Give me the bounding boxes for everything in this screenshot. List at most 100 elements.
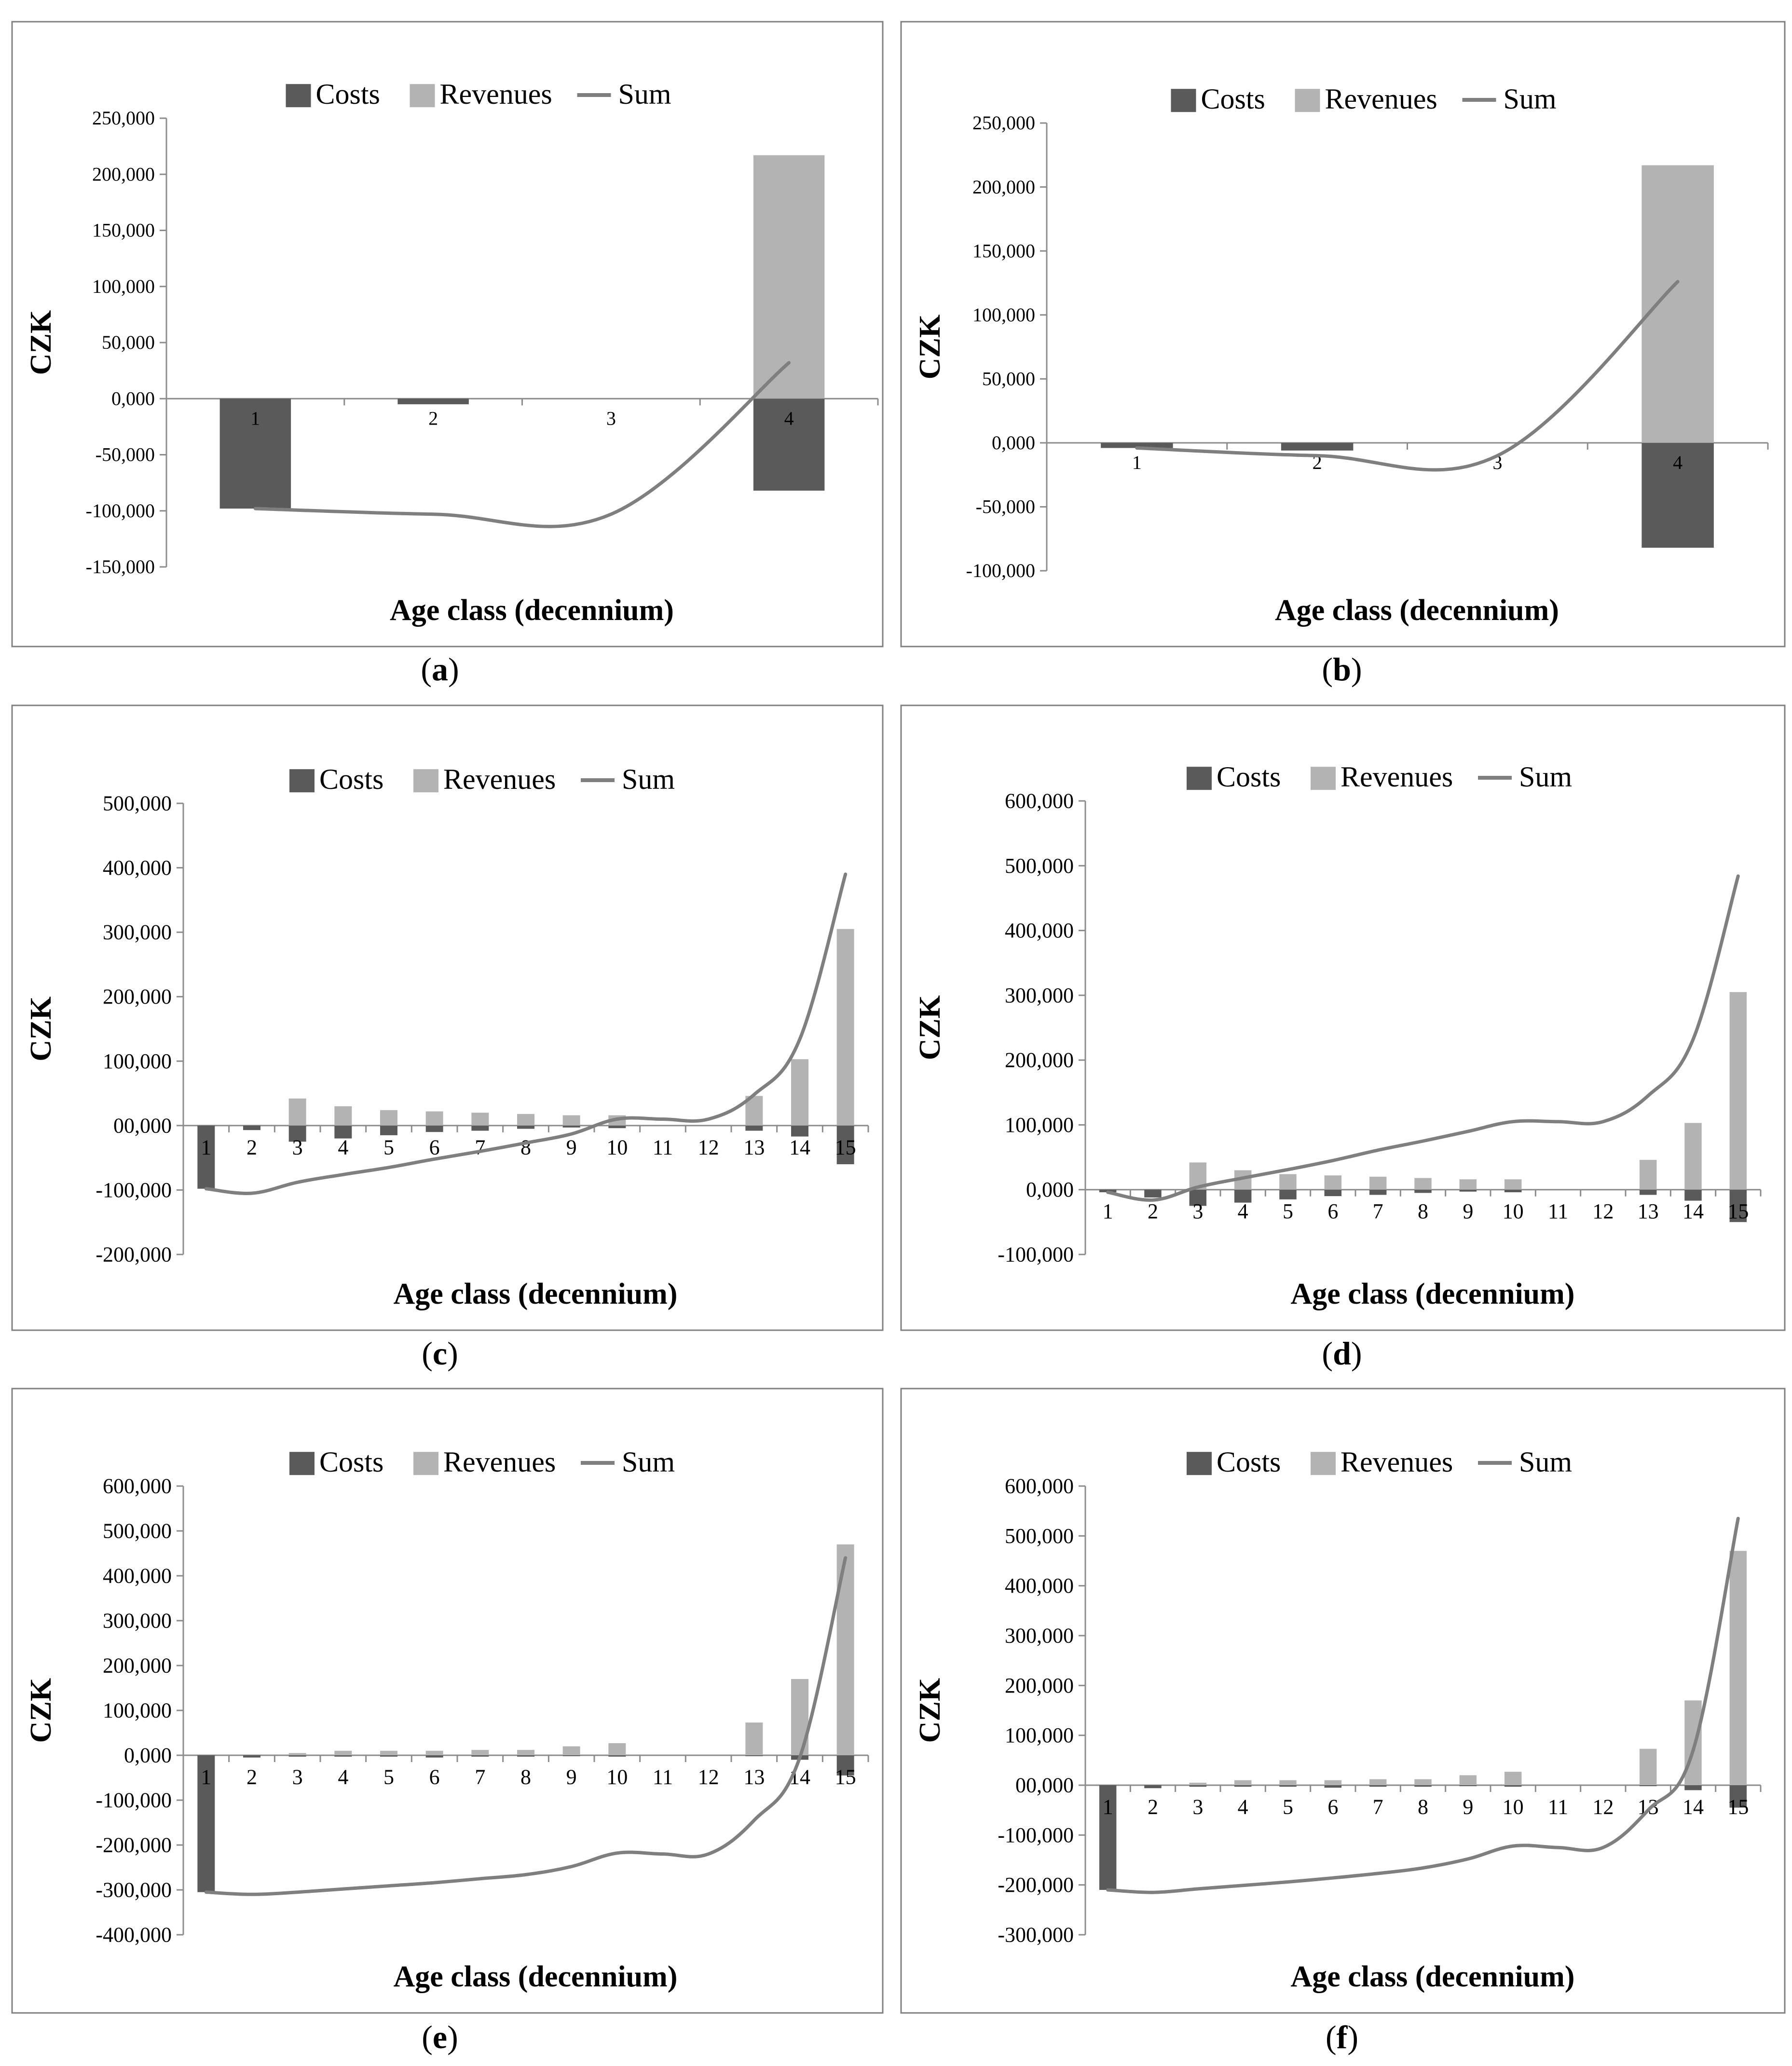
x-tick-label: 9: [1463, 1199, 1473, 1223]
sum-line: [204, 872, 848, 1195]
y-tick-label: 200,000: [103, 1654, 172, 1678]
cost-bar: [517, 1755, 534, 1757]
revenue-bar: [562, 1746, 580, 1755]
x-tick-label: 5: [383, 1765, 394, 1789]
legend-label: Sum: [622, 763, 675, 795]
x-tick-label: 9: [566, 1765, 577, 1789]
cost-bar: [1234, 1189, 1252, 1203]
y-tick-label: 300,000: [103, 1609, 172, 1633]
legend-swatch-revenues: [410, 84, 435, 108]
cost-bar: [1281, 442, 1354, 451]
revenue-bar: [380, 1110, 397, 1126]
revenue-bar: [1459, 1179, 1477, 1190]
cost-bar: [471, 1125, 489, 1131]
y-tick-label: 0,000: [992, 432, 1035, 454]
cost-bar: [1369, 1189, 1387, 1195]
cost-bar: [517, 1125, 534, 1129]
x-tick-label: 13: [1638, 1199, 1659, 1223]
y-tick-label: -400,000: [96, 1923, 172, 1947]
revenue-bar: [288, 1753, 306, 1755]
y-tick-label: 500,000: [103, 1519, 172, 1543]
legend-label: Sum: [1519, 761, 1572, 793]
legend-swatch-revenues: [1311, 1452, 1336, 1475]
y-tick-label: 400,000: [103, 1564, 172, 1588]
cost-bar: [1642, 442, 1714, 548]
cost-bar: [1101, 442, 1173, 448]
revenue-bar: [1279, 1174, 1297, 1190]
y-tick-label: 250,000: [972, 112, 1035, 134]
revenue-bar: [1684, 1123, 1702, 1190]
y-tick-label: -100,000: [966, 560, 1035, 581]
revenue-bar: [1459, 1775, 1477, 1785]
x-tick-label: 1: [1103, 1795, 1113, 1818]
x-tick-label: 10: [606, 1135, 628, 1159]
y-axis-title: CZK: [914, 1678, 946, 1743]
cost-bar: [380, 1755, 397, 1757]
x-tick-label: 2: [246, 1765, 257, 1789]
panel-caption: (c): [422, 1335, 458, 1372]
x-tick-label: 3: [1192, 1199, 1203, 1223]
revenue-bar: [1279, 1780, 1297, 1785]
cost-bar: [1414, 1785, 1432, 1787]
cost-bar: [1504, 1785, 1522, 1787]
x-tick-label: 12: [698, 1765, 719, 1789]
x-tick-label: 15: [835, 1765, 856, 1789]
y-tick-label: 250,000: [92, 107, 155, 129]
x-tick-label: 3: [1192, 1795, 1203, 1818]
revenue-bar: [1504, 1772, 1522, 1785]
x-tick-label: 1: [250, 407, 260, 429]
y-tick-label: 100,000: [1005, 1723, 1074, 1747]
cost-bar: [836, 1755, 854, 1776]
legend-label: Costs: [319, 763, 383, 795]
x-tick-label: 2: [1148, 1199, 1158, 1223]
revenue-bar: [562, 1115, 580, 1126]
x-tick-label: 7: [1373, 1199, 1383, 1223]
sum-line: [1106, 874, 1740, 1202]
cost-bar: [334, 1755, 352, 1757]
chart-border: [900, 21, 1786, 647]
chart-b: 250,000 200,000 150,000 100,000 50,000 0,000 -…: [900, 21, 1786, 647]
cost-bar: [1504, 1189, 1522, 1193]
cost-bar: [1189, 1189, 1207, 1206]
y-tick-label: 100,000: [92, 275, 155, 297]
y-tick-label: -100,000: [998, 1823, 1074, 1847]
panel-caption: (e): [422, 2019, 458, 2055]
y-tick-label: 00,000: [113, 1114, 172, 1137]
cost-bar: [425, 1125, 443, 1132]
y-tick-label: 600,000: [1005, 789, 1074, 813]
revenue-bar: [1369, 1779, 1387, 1785]
y-tick-label: 300,000: [1005, 983, 1074, 1007]
revenue-bar: [517, 1114, 534, 1126]
x-tick-label: 6: [429, 1765, 440, 1789]
legend-label: Sum: [1504, 83, 1557, 115]
revenue-bar: [1642, 165, 1714, 443]
legend-swatch-costs: [289, 1452, 315, 1475]
x-tick-label: 5: [1283, 1199, 1293, 1223]
cost-bar: [334, 1125, 352, 1139]
panel-caption: (b): [1322, 651, 1362, 688]
legend-label: Costs: [1217, 761, 1281, 793]
y-tick-label: -100,000: [96, 1178, 172, 1202]
cost-bar: [1279, 1189, 1297, 1199]
y-tick-label: 100,000: [972, 304, 1035, 326]
legend-label: Revenues: [440, 78, 552, 110]
y-axis-title: CZK: [914, 995, 946, 1060]
cost-bar: [288, 1125, 306, 1142]
revenue-bar: [1729, 1551, 1747, 1785]
y-tick-label: 300,000: [1005, 1624, 1074, 1648]
cost-bar: [425, 1755, 443, 1758]
cost-bar: [197, 1125, 215, 1189]
legend-swatch-costs: [1187, 1452, 1212, 1475]
x-tick-label: 4: [784, 407, 794, 429]
x-tick-label: 11: [1548, 1199, 1568, 1223]
x-tick-label: 2: [428, 407, 438, 429]
cost-bar: [562, 1125, 580, 1128]
x-tick-label: 11: [1548, 1795, 1568, 1818]
cost-bar: [1144, 1785, 1162, 1789]
legend-label: Revenues: [1341, 1446, 1453, 1478]
x-tick-label: 13: [1638, 1795, 1659, 1818]
x-tick-label: 7: [475, 1135, 485, 1159]
chart-border: [11, 704, 884, 1331]
x-tick-label: 6: [429, 1135, 440, 1159]
